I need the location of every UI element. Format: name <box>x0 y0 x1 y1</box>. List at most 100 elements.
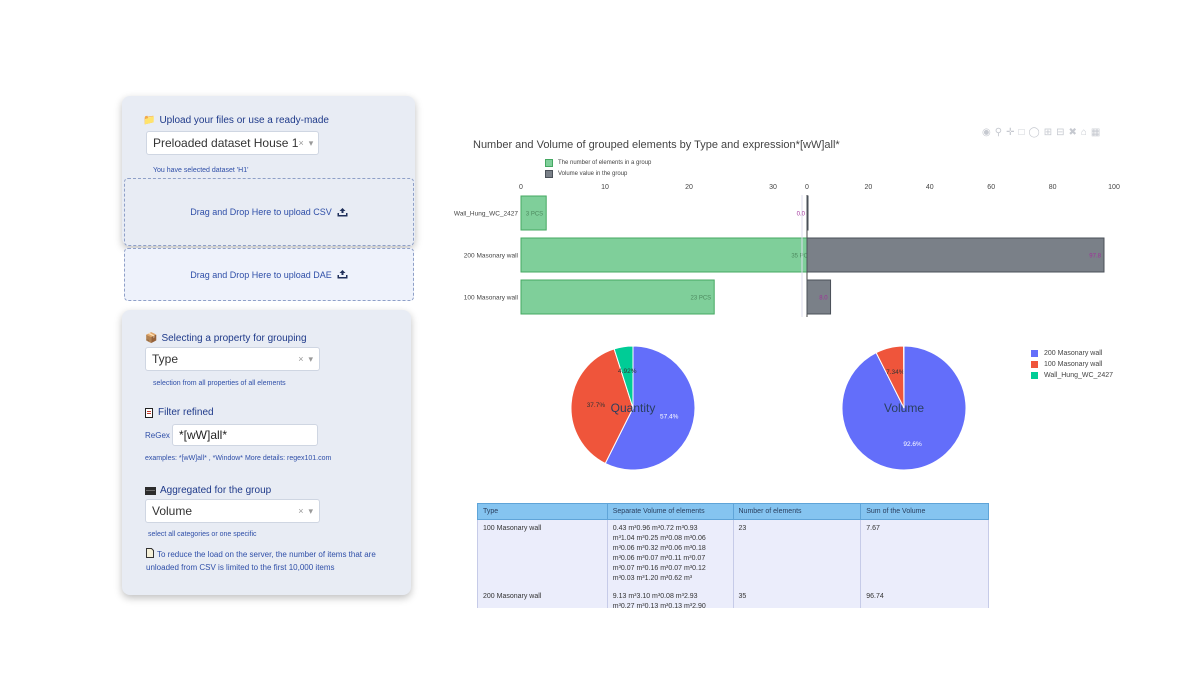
pie-legend-item[interactable]: Wall_Hung_WC_2427 <box>1031 372 1113 379</box>
grouping-dropdown[interactable]: Type × ▾ <box>145 347 320 371</box>
x-tick-label-count: 20 <box>685 184 693 191</box>
zoom-out-icon[interactable]: ⊟ <box>1056 127 1065 138</box>
clear-icon[interactable]: × <box>298 353 304 364</box>
table-cell-type: 200 Masonary wall <box>477 588 608 608</box>
package-icon: 📦 <box>145 332 158 344</box>
pie-value-label-quantity: 4.92% <box>618 368 637 375</box>
aggregate-title-text: Aggregated for the group <box>160 485 272 496</box>
autoscale-icon[interactable]: ✖ <box>1068 127 1077 138</box>
pie-title-volume: Volume <box>884 401 924 415</box>
dataset-selected-text: You have selected dataset 'H1' <box>153 167 249 174</box>
table-row: 200 Masonary wall 9.13 m³3.10 m³0.08 m³2.… <box>477 588 989 608</box>
category-label: Wall_Hung_WC_2427 <box>454 211 518 218</box>
stack-icon <box>145 486 156 495</box>
legend-label-count: The number of elements in a group <box>558 160 652 166</box>
pie-legend-swatch <box>1031 350 1038 357</box>
pie-legend-label: Wall_Hung_WC_2427 <box>1044 372 1113 379</box>
pie-slice-quantity <box>604 345 696 471</box>
table-row: 100 Masonary wall 0.43 m³0.96 m³0.72 m³0.… <box>477 519 989 588</box>
volume-line: 0.43 m³0.96 m³0.72 m³0.93 <box>612 525 698 532</box>
regex-input[interactable]: *[wW]all* <box>172 424 318 446</box>
legend-label-volume: Volume value in the group <box>558 171 628 177</box>
aggregate-hint: select all categories or one specific <box>148 531 257 538</box>
table-body: 100 Masonary wall 0.43 m³0.96 m³0.72 m³0.… <box>477 519 989 608</box>
bar-count <box>520 279 715 315</box>
data-table: Type Separate Volume of elements Number … <box>477 503 989 608</box>
dataset-dropdown[interactable]: Preloaded dataset House 1 × ▾ <box>146 131 319 155</box>
bar-value-label-volume: 0.0 <box>797 212 806 218</box>
x-tick-label-volume: 80 <box>1049 184 1057 191</box>
camera-icon[interactable]: ◉ <box>982 127 991 138</box>
table-cell-sum: 96.74 <box>860 588 989 608</box>
pie-legend-item[interactable]: 200 Masonary wall <box>1031 350 1102 357</box>
table-header-row: Type Separate Volume of elements Number … <box>477 503 989 520</box>
plotly-logo-icon[interactable]: ▦ <box>1090 127 1101 138</box>
pie-legend-label: 100 Masonary wall <box>1044 361 1103 368</box>
data-table-container: Type Separate Volume of elements Number … <box>477 503 989 608</box>
x-tick-label-count: 0 <box>519 184 523 191</box>
clear-icon[interactable]: × <box>298 505 304 516</box>
pie-slice-quantity <box>570 348 634 465</box>
dae-drop-label: Drag and Drop Here to upload DAE <box>190 269 332 280</box>
aggregate-dropdown[interactable]: Volume × ▾ <box>145 499 320 523</box>
bar-count <box>520 195 547 231</box>
volume-line: m³0.07 m³0.16 m³0.07 m³0.12 <box>612 565 706 572</box>
table-header-type[interactable]: Type <box>477 503 608 520</box>
clear-icon[interactable]: × <box>298 137 304 148</box>
legend-swatch-volume <box>545 170 553 178</box>
volume-line: m³0.03 m³1.20 m³0.62 m³ <box>612 575 693 582</box>
bar-volume <box>806 279 832 315</box>
table-cell-type: 100 Masonary wall <box>477 519 608 588</box>
zoom-in-icon[interactable]: ⊞ <box>1043 127 1053 138</box>
x-tick-label-volume: 0 <box>805 184 809 191</box>
volume-line: 9.13 m³3.10 m³0.08 m³2.93 <box>612 593 698 600</box>
filter-document-icon <box>145 407 153 418</box>
filter-title-text: Filter refined <box>158 407 214 418</box>
pie-value-label-volume: 92.6% <box>903 441 922 448</box>
x-tick-label-count: 30 <box>769 184 777 191</box>
x-tick-label-volume: 20 <box>865 184 873 191</box>
regex-examples: examples: *[wW]all* , *Window* More deta… <box>145 455 332 462</box>
bar-value-label-volume: 97.8 <box>1089 254 1101 260</box>
volume-line: m³1.04 m³0.25 m³0.08 m³0.06 <box>612 535 706 542</box>
csv-dropzone[interactable]: Drag and Drop Here to upload CSV <box>124 178 414 246</box>
box-select-icon[interactable]: □ <box>1018 127 1025 138</box>
table-cell-sum: 7.67 <box>860 519 989 588</box>
upload-title-text: Upload your files or use a ready-made <box>159 115 329 126</box>
reset-axes-icon[interactable]: ⌂ <box>1080 127 1087 138</box>
pan-icon[interactable]: ✛ <box>1006 127 1015 138</box>
x-tick-label-count: 10 <box>601 184 609 191</box>
pie-value-label-quantity: 37.7% <box>587 402 606 409</box>
grouping-hint: selection from all properties of all ele… <box>153 380 286 387</box>
regex-label: ReGex <box>145 431 170 440</box>
pie-legend-swatch <box>1031 361 1038 368</box>
upload-tray-icon <box>337 207 348 216</box>
bar-value-label-count: 23 PCS <box>691 296 712 302</box>
csv-drop-label: Drag and Drop Here to upload CSV <box>190 207 332 217</box>
pie-legend-item[interactable]: 100 Masonary wall <box>1031 361 1102 368</box>
chart-modebar: ◉ ⚲ ✛ □ ◯ ⊞ ⊟ ✖ ⌂ ▦ <box>982 127 1100 138</box>
table-cell-separate-volume: 9.13 m³3.10 m³0.08 m³2.93 m³0.27 m³0.13 m… <box>606 588 734 608</box>
category-label: 200 Masonary wall <box>464 253 519 260</box>
table-header-count[interactable]: Number of elements <box>732 503 862 520</box>
bar-value-label-volume: 8.0 <box>819 296 828 302</box>
chevron-down-icon[interactable]: ▾ <box>308 505 313 516</box>
lasso-icon[interactable]: ◯ <box>1028 127 1040 138</box>
grouping-title-text: Selecting a property for grouping <box>161 333 307 344</box>
table-cell-count: 35 <box>732 588 862 608</box>
x-tick-label-volume: 100 <box>1108 184 1120 191</box>
chevron-down-icon[interactable]: ▾ <box>308 137 314 148</box>
dae-dropzone[interactable]: Drag and Drop Here to upload DAE <box>124 248 414 301</box>
grouping-section-title: 📦 Selecting a property for grouping <box>145 333 307 344</box>
legend-item-volume[interactable]: Volume value in the group <box>545 170 627 178</box>
chevron-down-icon[interactable]: ▾ <box>308 353 313 364</box>
table-header-separate-volume[interactable]: Separate Volume of elements <box>606 503 734 520</box>
legend-item-count[interactable]: The number of elements in a group <box>545 159 651 167</box>
server-load-note-text: To reduce the load on the server, the nu… <box>146 550 376 572</box>
zoom-icon[interactable]: ⚲ <box>994 127 1003 138</box>
filter-section-title: Filter refined <box>145 407 214 418</box>
table-header-sum[interactable]: Sum of the Volume <box>860 503 989 520</box>
pie-title-quantity: Quantity <box>611 401 656 415</box>
document-icon <box>146 548 154 558</box>
server-load-note: To reduce the load on the server, the nu… <box>146 548 401 574</box>
